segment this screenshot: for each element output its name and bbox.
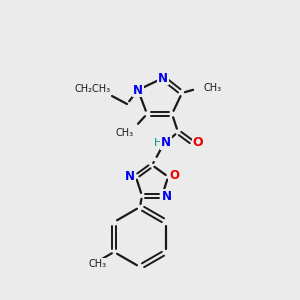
- Text: H: H: [154, 138, 162, 148]
- Text: N: N: [125, 170, 135, 183]
- Text: N: N: [133, 83, 143, 97]
- Text: N: N: [158, 71, 168, 85]
- Text: O: O: [169, 169, 179, 182]
- Text: N: N: [161, 136, 171, 149]
- Text: CH₃: CH₃: [116, 128, 134, 138]
- Text: O: O: [193, 136, 203, 149]
- Text: CH₂CH₃: CH₂CH₃: [75, 84, 111, 94]
- Text: N: N: [162, 190, 172, 203]
- Text: CH₃: CH₃: [88, 259, 106, 269]
- Text: CH₃: CH₃: [203, 83, 221, 93]
